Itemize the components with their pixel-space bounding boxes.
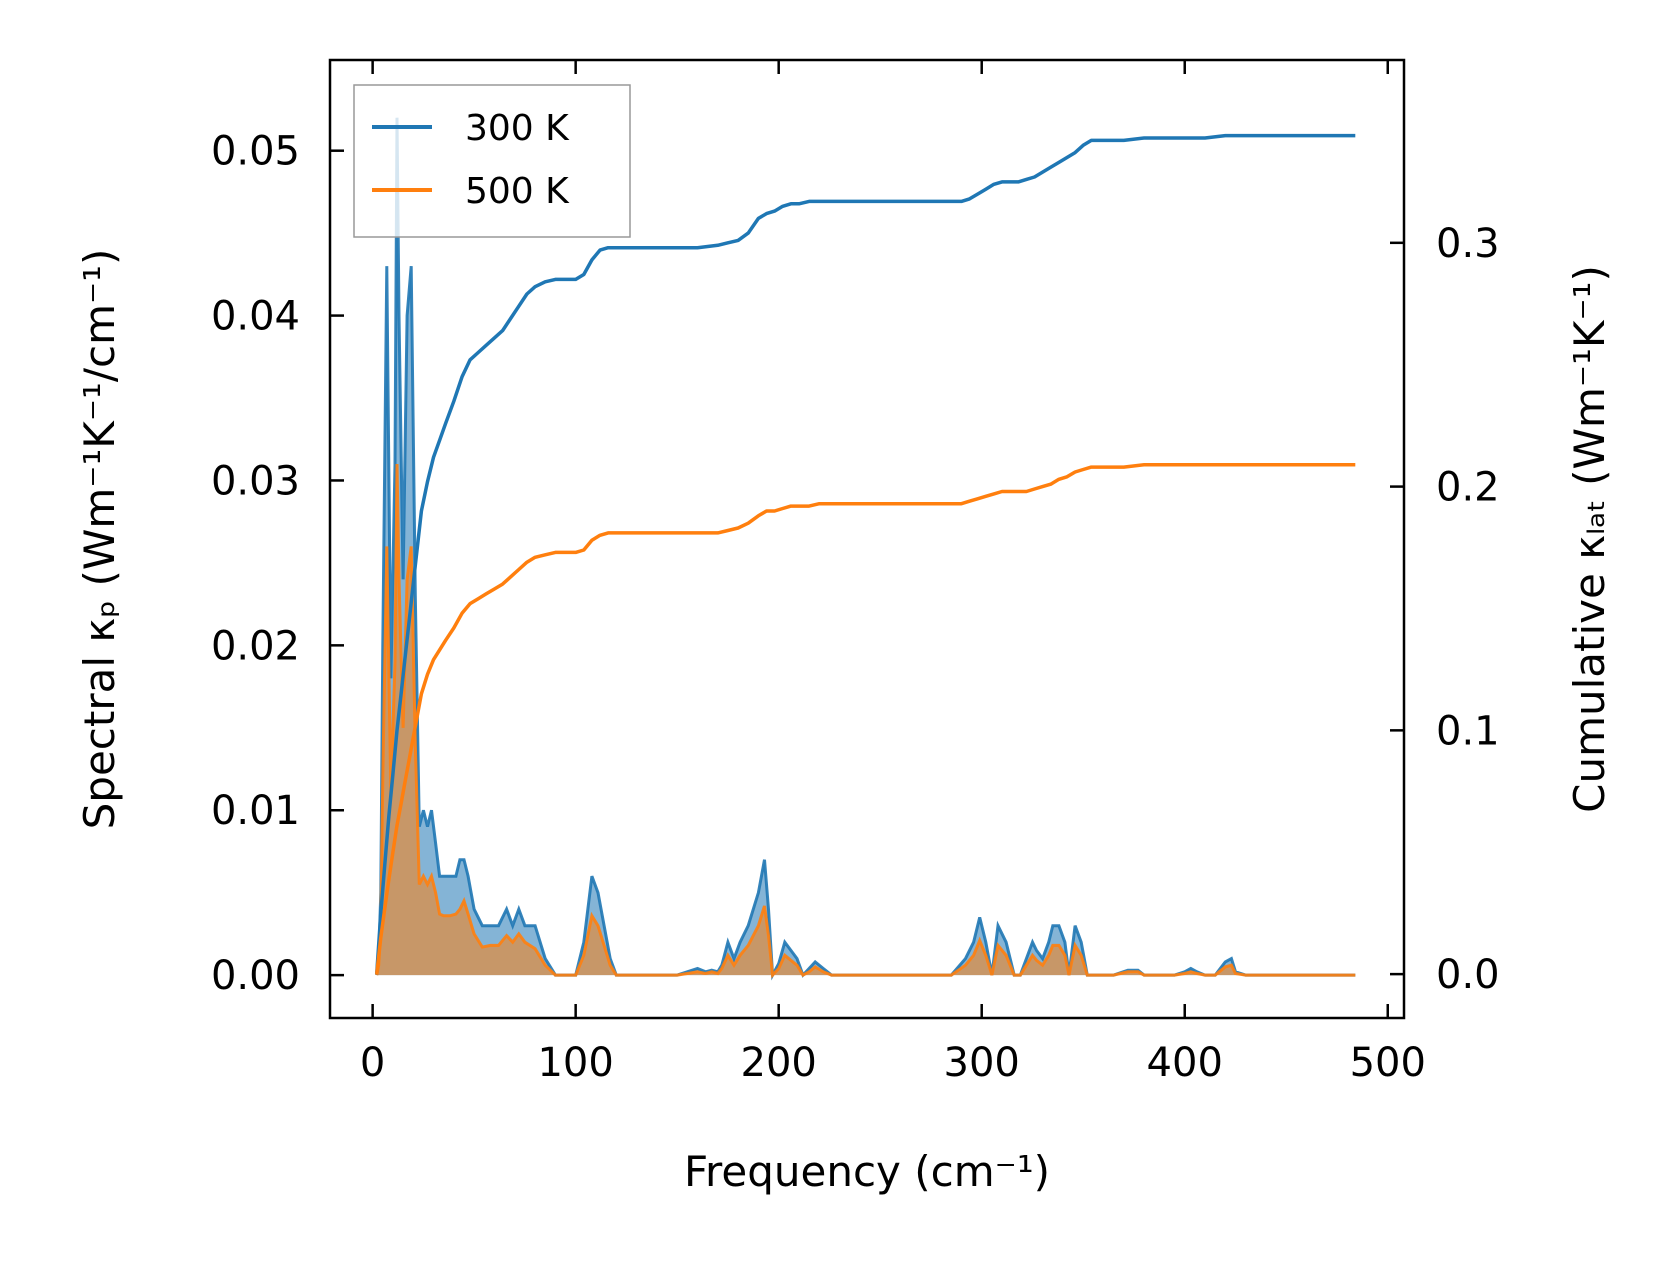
x-tick-label: 300	[944, 1040, 1020, 1086]
tick-labels: 0 100 200 300 400 5000.000.010.020.030.040.05…	[211, 129, 1500, 1086]
axis-ticks	[330, 60, 1404, 1018]
right-y-tick-label: 0.0	[1436, 952, 1500, 998]
left-y-tick-label: 0.01	[211, 788, 300, 834]
legend-box	[353, 84, 631, 238]
cumulative-line-500k	[374, 462, 1356, 975]
legend: 300 K 500 K	[353, 84, 631, 238]
legend-label-300k: 300 K	[465, 108, 570, 149]
x-axis-label: Frequency (cm⁻¹)	[684, 1147, 1050, 1196]
series-lines	[374, 133, 1356, 975]
x-tick-label: 200	[741, 1040, 817, 1086]
x-tick-label: 100	[537, 1040, 613, 1086]
cumulative-line-300k	[374, 133, 1356, 975]
right-y-tick-label: 0.1	[1436, 708, 1500, 754]
right-y-axis-label: Cumulative κₗₐₜ (Wm⁻¹K⁻¹)	[1565, 265, 1614, 813]
left-y-tick-label: 0.02	[211, 623, 300, 669]
x-tick-label: 500	[1350, 1040, 1426, 1086]
right-y-tick-label: 0.2	[1436, 465, 1500, 511]
spectral-area-500k	[376, 464, 1356, 976]
spectral-area-300k	[376, 117, 1356, 976]
x-tick-label: 400	[1147, 1040, 1223, 1086]
right-y-tick-label: 0.3	[1436, 221, 1500, 267]
x-tick-label: 0	[360, 1040, 385, 1086]
plot-frame	[328, 58, 1406, 1020]
legend-label-500k: 500 K	[465, 171, 570, 212]
left-y-axis-label: Spectral κₚ (Wm⁻¹K⁻¹/cm⁻¹)	[75, 249, 124, 830]
left-y-tick-label: 0.03	[211, 458, 300, 504]
left-y-tick-label: 0.00	[211, 953, 300, 999]
left-y-tick-label: 0.05	[211, 129, 300, 175]
spectral-fills	[375, 117, 1356, 981]
left-y-tick-label: 0.04	[211, 294, 300, 340]
spectral-line-300k	[375, 117, 1356, 981]
spectral-line-500k	[375, 463, 1356, 979]
